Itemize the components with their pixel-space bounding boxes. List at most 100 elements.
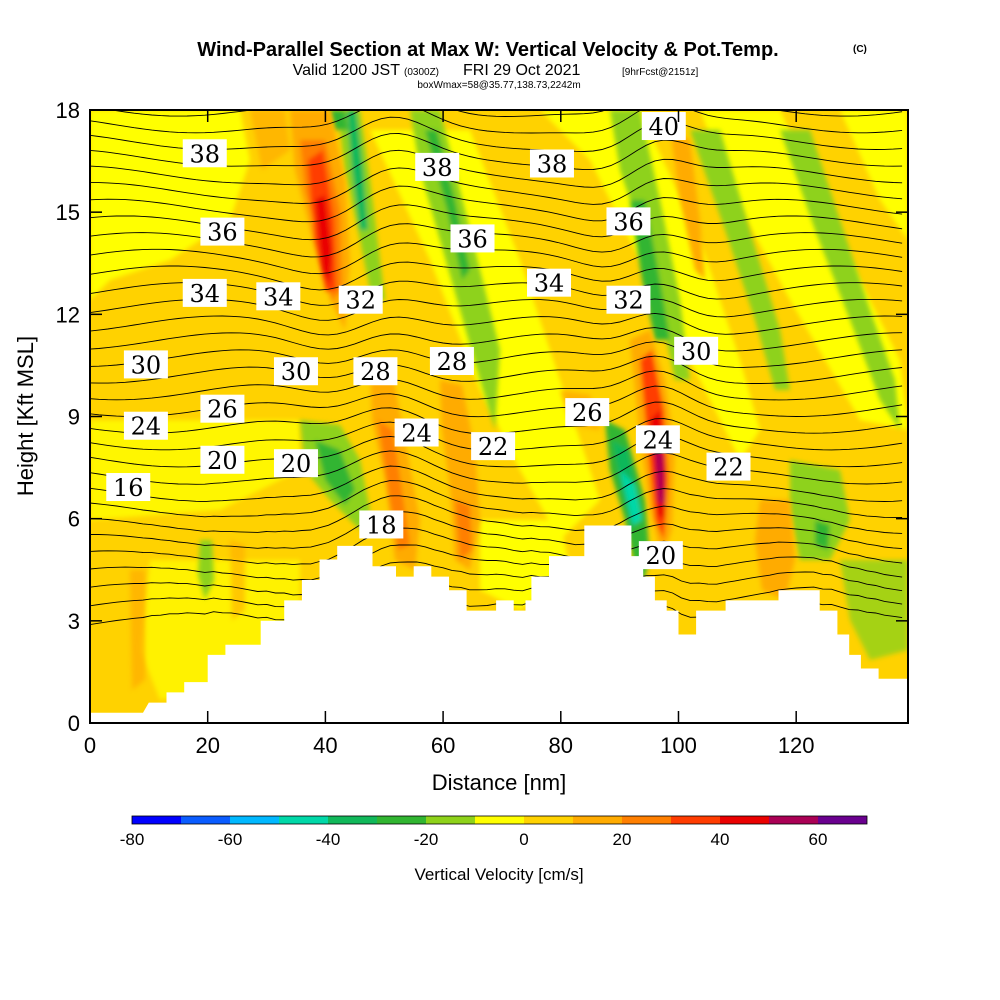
y-tick-label: 15 [56,200,80,225]
theta-contour-label: 22 [471,432,516,461]
theta-contour-line [90,495,903,534]
theta-contour-line [90,544,903,581]
colorbar-swatch [132,816,181,824]
colorbar-swatch [279,816,328,824]
colorbar-tick-label: -40 [316,830,341,849]
colorbar-tick-label: -60 [218,830,243,849]
theta-contour-line [90,450,903,485]
theta-contour-line [90,110,903,134]
theta-contour-line [90,327,903,352]
valid-time-prefix: Valid 1200 JST [293,62,401,79]
contour-label-text: 36 [613,208,644,236]
contour-label-text: 30 [131,351,162,379]
theta-contour-label: 32 [606,285,651,315]
contour-label-box [429,347,474,376]
contour-label-box [529,149,574,178]
contour-label-text: 36 [207,219,238,247]
theta-contour-line [90,527,903,566]
contour-label-text: 30 [281,358,312,386]
x-tick-label: 60 [431,733,455,758]
contour-label-text: 24 [401,420,432,448]
theta-contour-label: 38 [415,152,460,182]
theta-contour-label: 36 [200,217,245,247]
contour-label-box [674,336,719,365]
contour-label-box [256,282,301,311]
contour-label-text: 38 [189,140,220,168]
colorbar-swatch [181,816,230,824]
theta-contour-label: 26 [565,398,610,427]
contour-label-text: 26 [572,399,603,427]
colorbar-swatch [720,816,769,824]
velocity-field [90,110,908,700]
x-tick-label: 120 [778,733,815,758]
theta-contour-label: 20 [638,541,683,570]
contour-label-text: 20 [281,450,312,478]
contour-label-text: 38 [422,154,453,182]
contour-label-box [273,449,318,478]
contour-label-text: 16 [113,474,144,502]
colorbar-tick-label: 40 [711,830,730,849]
contour-label-box [394,418,439,447]
contour-label-box [527,268,572,297]
theta-contour-label: 30 [273,357,318,386]
x-tick-label: 100 [660,733,697,758]
colorbar-tick-label: -20 [414,830,439,849]
contour-label-text: 28 [437,348,468,376]
chart-title: Wind-Parallel Section at Max W: Vertical… [197,39,778,61]
valid-date: FRI 29 Oct 2021 [463,62,580,79]
colorbar-swatch [377,816,426,824]
colorbar-swatch [622,816,671,824]
contour-label-box [200,445,245,474]
theta-contour-label: 24 [123,411,168,441]
contour-label-text: 40 [649,113,680,141]
theta-contour-label: 38 [529,149,574,178]
theta-contour-label: 26 [200,394,245,424]
theta-contour-label: 38 [182,139,227,168]
valid-time-utc: (0300Z) [404,67,439,78]
contour-label-box [471,432,516,461]
contour-label-text: 30 [681,338,712,366]
theta-contour-labels: 38 38 38 40 36 36 36 34 34 34 32 32 30 30 30 28 28 26 26 24… [106,112,751,570]
colorbar-tick-label: 60 [809,830,828,849]
contour-label-text: 34 [263,283,294,311]
colorbar-tick-label: 20 [613,830,632,849]
theta-contour-line [90,167,903,205]
contour-label-text: 32 [613,287,644,315]
contour-label-box [123,350,168,379]
colorbar-swatch [475,816,524,824]
contour-label-box [353,357,398,386]
y-tick-label: 3 [68,609,80,634]
theta-contour-label: 24 [394,418,439,448]
theta-contour-line [90,561,903,596]
colorbar-ticks: -80 -60 -40 -20 0 20 40 60 [120,830,828,849]
contour-label-box [359,510,404,539]
terrain-mask [90,525,908,723]
contour-label-box [606,207,651,236]
theta-contour-label: 24 [635,425,680,454]
contour-label-text: 32 [345,287,376,315]
contour-label-text: 24 [131,413,162,441]
y-tick-label: 0 [68,711,80,736]
forecast-info: [9hrFcst@2151z] [622,67,699,78]
theta-contour-label: 30 [674,336,719,366]
contour-label-box [565,398,610,427]
colorbar-swatch [671,816,720,824]
theta-contour-label: 20 [200,445,245,475]
contour-label-box [638,541,683,570]
colorbar-swatch [769,816,818,824]
contour-label-text: 20 [207,447,238,475]
contour-label-box [635,425,680,454]
contour-label-box [606,285,651,314]
x-tick-label: 20 [195,733,219,758]
theta-contour-line [90,149,903,188]
contour-label-text: 22 [478,433,509,461]
theta-contour-line [90,511,903,550]
y-tick-label: 6 [68,507,80,532]
contour-label-text: 24 [643,426,674,454]
colorbar-swatch [524,816,573,824]
y-tick-label: 18 [56,98,80,123]
contour-label-text: 28 [360,358,391,386]
theta-contour-label: 16 [106,473,151,502]
theta-contour-line [108,110,903,117]
contour-label-box [123,411,168,440]
